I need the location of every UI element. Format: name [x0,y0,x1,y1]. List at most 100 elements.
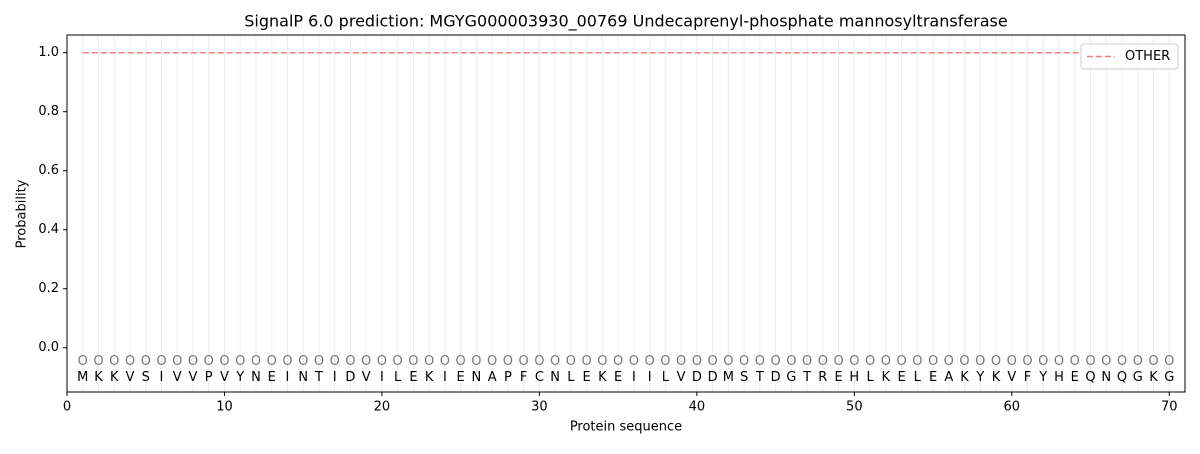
residue-label: V [1007,370,1016,385]
prediction-label: O [881,354,891,369]
residue-label: K [110,370,119,385]
legend-box [1080,43,1179,70]
residue-label: R [818,370,827,385]
residue-label: E [268,370,276,385]
prediction-label: O [377,354,387,369]
prediction-label: O [267,354,277,369]
prediction-label: O [833,354,843,369]
x-tick-label: 30 [531,400,548,415]
residue-label: M [723,370,734,385]
residue-label: D [345,370,355,385]
residue-label: K [882,370,891,385]
residue-label: Y [975,370,984,385]
prediction-label: O [566,354,576,369]
residue-label: I [380,370,384,385]
residue-label: K [992,370,1001,385]
x-axis-label: Protein sequence [570,420,682,435]
prediction-label: O [1022,354,1032,369]
y-tick-label: 1.0 [38,45,59,60]
residue-label: Q [1117,370,1127,385]
prediction-label: O [1038,354,1048,369]
prediction-label: O [125,354,135,369]
residue-label: E [409,370,417,385]
prediction-label: O [345,354,355,369]
prediction-label: O [471,354,481,369]
prediction-label: O [314,354,324,369]
prediction-label: O [676,354,686,369]
prediction-label: O [896,354,906,369]
residue-label: I [286,370,290,385]
residue-label: K [598,370,607,385]
residue-label: M [77,370,88,385]
prediction-label: O [188,354,198,369]
residue-label: P [504,370,512,385]
residue-label: K [960,370,969,385]
prediction-label: O [755,354,765,369]
residue-label: F [1024,370,1031,385]
prediction-label: O [1054,354,1064,369]
prediction-label: O [424,354,434,369]
residue-label: T [802,370,811,385]
residue-label: I [632,370,636,385]
residue-label: H [1054,370,1064,385]
residue-label: I [648,370,652,385]
x-tick-label: 60 [1004,400,1021,415]
prediction-label: O [1133,354,1143,369]
prediction-label: O [786,354,796,369]
residue-label: L [662,370,670,385]
prediction-label: O [818,354,828,369]
prediction-label: O [78,354,88,369]
residue-label: G [1164,370,1174,385]
prediction-label: O [582,354,592,369]
residue-label: S [740,370,748,385]
x-tick-label: 0 [63,400,71,415]
prediction-label: O [928,354,938,369]
residue-label: E [897,370,905,385]
residue-label: L [567,370,575,385]
legend-label: OTHER [1125,49,1170,64]
residue-label: G [786,370,796,385]
residue-label: L [394,370,402,385]
prediction-label: O [660,354,670,369]
y-axis-label: Probability [15,179,30,248]
residue-label: E [583,370,591,385]
prediction-label: O [93,354,103,369]
prediction-label: O [723,354,733,369]
prediction-label: O [109,354,119,369]
prediction-label: O [141,354,151,369]
prediction-label: O [361,354,371,369]
residue-label: D [771,370,781,385]
x-tick-label: 20 [374,400,391,415]
residue-label: K [94,370,103,385]
x-tick-label: 10 [216,400,233,415]
residue-label: N [298,370,308,385]
prediction-label: O [1101,354,1111,369]
prediction-label: O [865,354,875,369]
prediction-label: O [298,354,308,369]
residue-label: E [834,370,842,385]
x-tick-label: 70 [1161,400,1178,415]
prediction-label: O [975,354,985,369]
prediction-label: O [613,354,623,369]
x-tick-label: 50 [846,400,863,415]
prediction-label: O [550,354,560,369]
prediction-label: O [487,354,497,369]
residue-label: G [1133,370,1143,385]
residue-label: E [1071,370,1079,385]
residue-label: D [708,370,718,385]
prediction-label: O [597,354,607,369]
prediction-label: O [393,354,403,369]
residue-label: V [677,370,686,385]
residue-label: V [220,370,229,385]
prediction-label: O [440,354,450,369]
prediction-label: O [1085,354,1095,369]
prediction-label: O [991,354,1001,369]
residue-label: A [944,370,953,385]
x-tick-label: 40 [689,400,706,415]
prediction-label: O [692,354,702,369]
residue-label: E [929,370,937,385]
prediction-label: O [1117,354,1127,369]
prediction-label: O [1070,354,1080,369]
residue-label: Y [235,370,244,385]
